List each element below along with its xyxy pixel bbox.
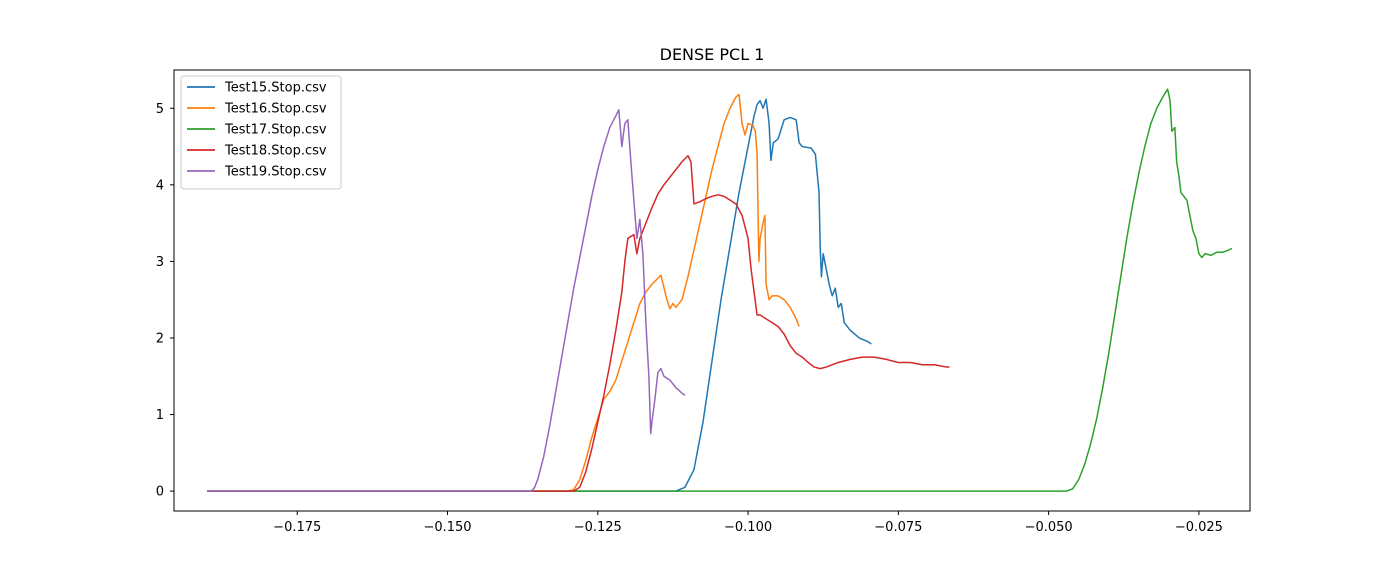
legend-label: Test18.Stop.csv (224, 144, 327, 159)
y-tick-label: 5 (156, 102, 164, 117)
chart-title: DENSE PCL 1 (660, 45, 765, 64)
x-tick-label: −0.025 (1175, 520, 1223, 535)
series-line-1 (207, 98, 872, 492)
y-axis: 0 1 2 3 4 5 (156, 102, 174, 500)
y-tick-label: 3 (156, 255, 164, 270)
series-line-5 (207, 109, 686, 492)
y-tick-label: 1 (156, 408, 164, 423)
x-tick-label: −0.100 (724, 520, 772, 535)
x-axis: −0.175 −0.150 −0.125 −0.100 −0.075 −0.050 −0.0… (273, 511, 1223, 535)
x-tick-label: −0.175 (273, 520, 321, 535)
x-tick-label: −0.125 (574, 520, 622, 535)
series-layer (207, 88, 1233, 492)
y-tick-label: 4 (156, 178, 164, 193)
x-tick-label: −0.075 (874, 520, 922, 535)
series-line-3 (207, 88, 1233, 492)
plot-frame (173, 69, 1251, 512)
legend-label: Test15.Stop.csv (224, 81, 327, 96)
y-tick-label: 2 (156, 331, 164, 346)
legend-label: Test19.Stop.csv (224, 165, 327, 180)
legend-label: Test16.Stop.csv (224, 102, 327, 117)
x-tick-label: −0.150 (423, 520, 471, 535)
legend-box (180, 75, 342, 190)
y-tick-label: 0 (156, 485, 164, 500)
series-line-4 (207, 155, 950, 492)
x-tick-label: −0.050 (1025, 520, 1073, 535)
legend-label: Test17.Stop.csv (224, 123, 327, 138)
legend: Test15.Stop.csv Test16.Stop.csv Test17.Sto… (180, 75, 342, 190)
series-line-2 (207, 93, 800, 492)
